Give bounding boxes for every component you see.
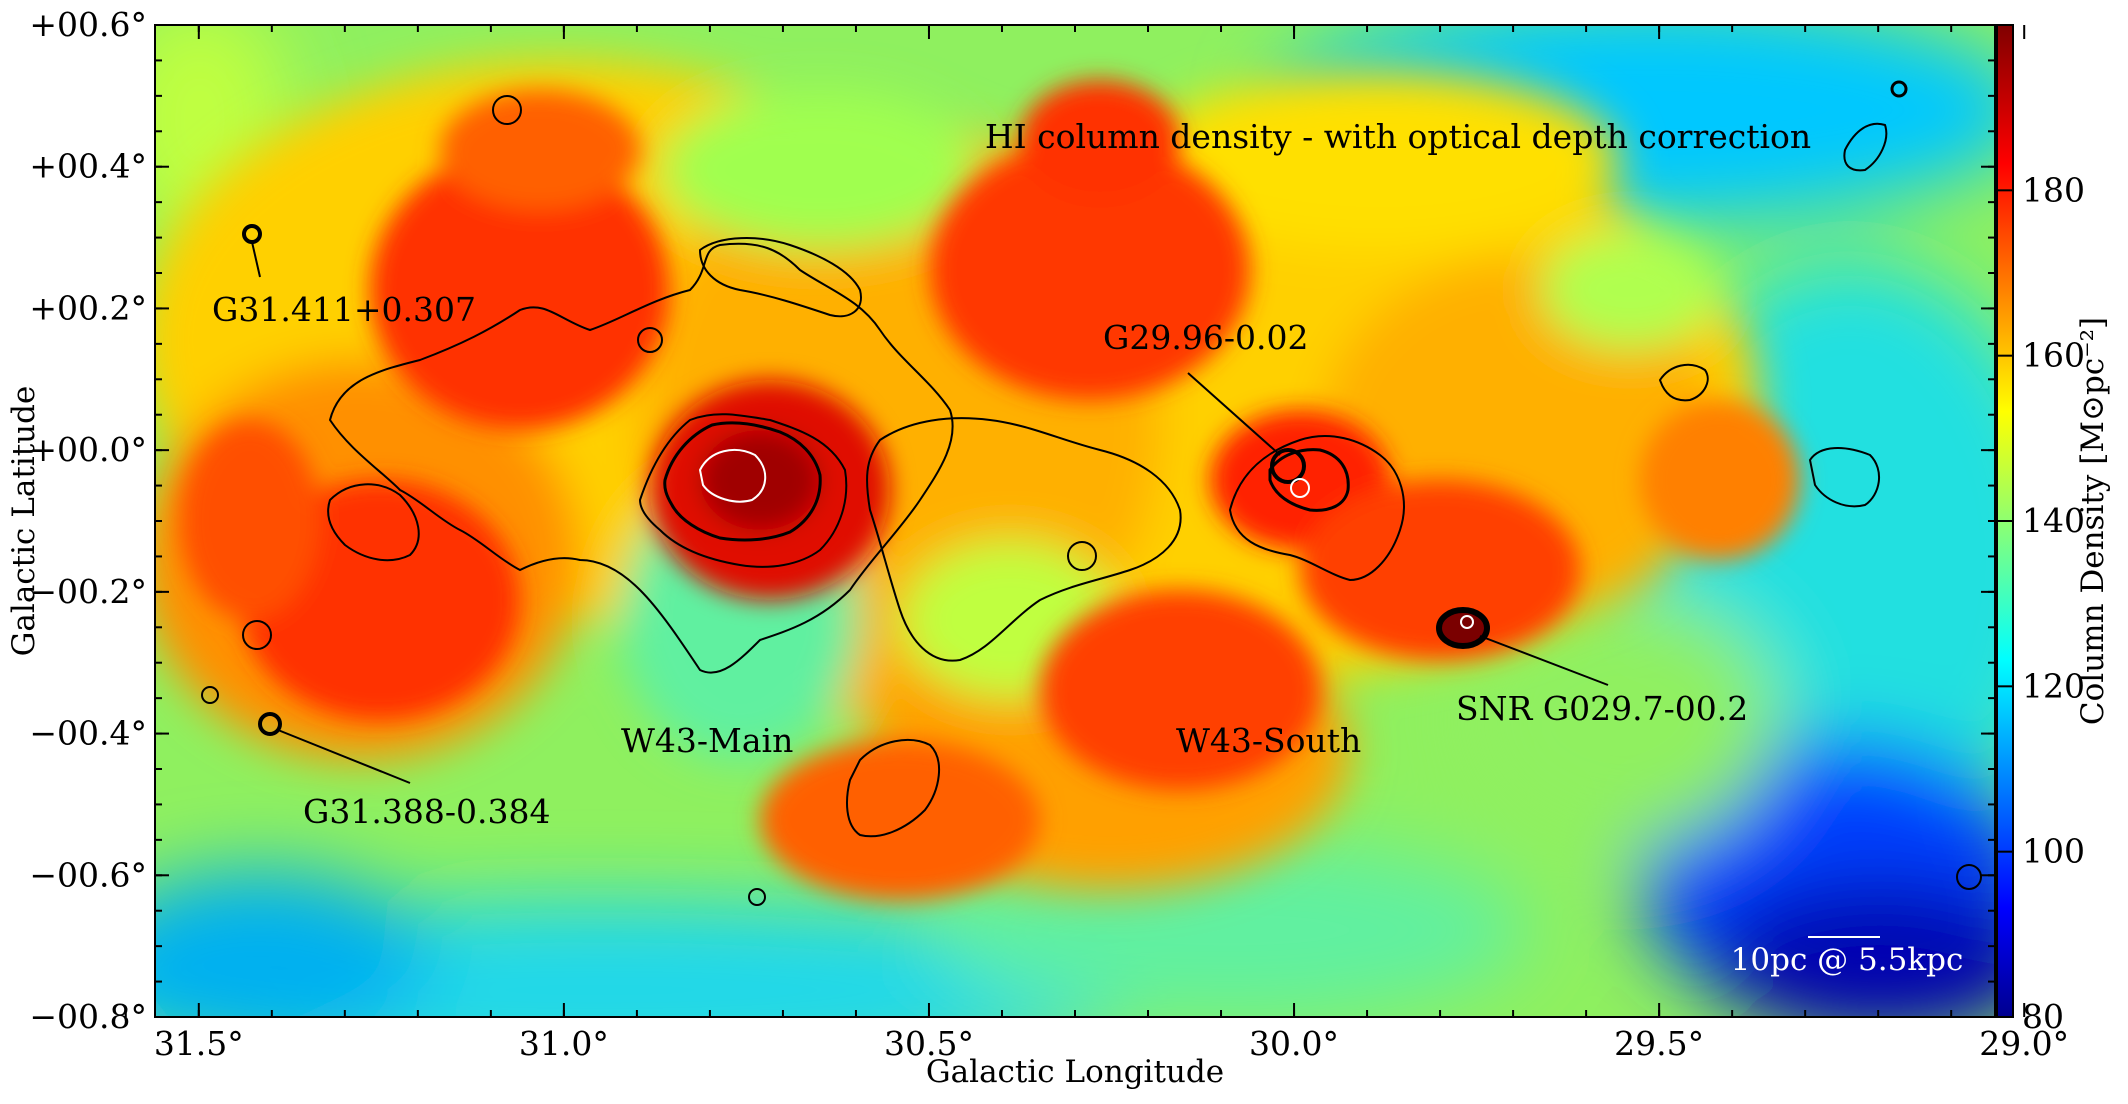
label-snr: SNR G029.7-00.2	[1456, 689, 1748, 728]
y-tick-label: +00.0°	[29, 430, 147, 469]
contour-w-knot	[201, 686, 219, 704]
white-contour-snr	[1460, 615, 1474, 629]
label-w43-south: W43-South	[1176, 721, 1361, 760]
contour-n-knot	[637, 327, 663, 353]
y-tick-label: −00.4°	[29, 714, 147, 753]
colorbar-tick-label: 140	[2022, 501, 2085, 540]
leader-g31-411	[251, 241, 261, 278]
label-g31-388: G31.388-0.384	[303, 792, 550, 831]
contour-east-ring	[1808, 447, 1881, 508]
contour-w43-main-mid	[638, 413, 848, 568]
colorbar-title: Column Density [M⊙pc⁻²]	[2075, 317, 2111, 725]
leader-snr	[1479, 635, 1609, 686]
x-tick-label: 30.0°	[1249, 1024, 1339, 1063]
contour-w43-south-inner	[1268, 448, 1350, 512]
y-tick-label: −00.2°	[29, 572, 147, 611]
contour-g31-388	[258, 712, 282, 736]
column-density-map	[155, 25, 1995, 1017]
contour-ne-knot	[1890, 80, 1908, 98]
scale-bar-label: 10pc @ 5.5kpc	[1731, 942, 1964, 978]
y-tick-label: +00.2°	[29, 288, 147, 327]
colorbar-tick-label: 100	[2022, 832, 2085, 871]
x-tick-labels: 31.5° 31.0° 30.5° 30.0° 29.5° 29.0°	[154, 1024, 2069, 1063]
contour-se-knot	[748, 888, 766, 906]
white-contour-w43-main	[698, 449, 767, 503]
contour-w43-main-outer	[328, 242, 954, 674]
label-w43-main: W43-Main	[621, 721, 793, 760]
contour-central-band	[866, 417, 1182, 662]
colorbar-tick-label: 180	[2022, 170, 2085, 209]
colorbar-tick-label: 80	[2022, 997, 2064, 1036]
label-g31-411: G31.411+0.307	[212, 290, 476, 329]
contour-nw-knot	[492, 95, 522, 125]
y-tick-label: +00.6°	[29, 5, 147, 44]
contour-mid-knot	[1067, 541, 1097, 571]
colorbar-ticks: 80 100 120 140 160 180	[1997, 170, 2085, 1036]
y-tick-label: +00.4°	[29, 147, 147, 186]
y-tick-label: −00.6°	[29, 855, 147, 894]
contour-e-knot	[1956, 864, 1982, 890]
contour-w43-south-outer	[1228, 434, 1405, 582]
axis-ticks	[124, 24, 2026, 1018]
x-tick-label: 29.5°	[1614, 1024, 1704, 1063]
colorbar-tick-label: 120	[2022, 666, 2085, 705]
x-axis-title: Galactic Longitude	[926, 1054, 1224, 1090]
source-annotations: G31.411+0.307 G29.96-0.02 SNR G029.7-00.…	[212, 241, 1748, 831]
x-tick-label: 31.0°	[519, 1024, 609, 1063]
map-peak-layer	[180, 80, 1800, 900]
y-tick-label: −00.8°	[29, 997, 147, 1036]
x-tick-label: 30.5°	[884, 1024, 974, 1063]
y-axis-title: Galactic Latitude	[6, 386, 42, 657]
contour-g29-96	[1270, 448, 1306, 484]
x-tick-label: 29.0°	[1979, 1024, 2069, 1063]
colorbar-tick-label: 160	[2022, 336, 2085, 375]
figure-title: HI column density - with optical depth c…	[985, 117, 1811, 156]
white-contours	[698, 449, 1474, 629]
contour-lines	[201, 80, 1982, 906]
y-tick-labels: +00.6° +00.4° +00.2° +00.0° −00.2° −00.4° −00.…	[29, 5, 147, 1036]
contour-ne-arc	[1843, 122, 1888, 172]
leader-g31-388	[277, 729, 411, 784]
contour-south-lobe	[846, 739, 941, 838]
label-g29-96: G29.96-0.02	[1103, 318, 1308, 357]
white-contour-w43-south	[1290, 478, 1310, 498]
contour-north-filament	[698, 237, 862, 318]
x-tick-label: 31.5°	[154, 1024, 244, 1063]
contour-sw-knot	[242, 620, 272, 650]
contour-w43-main-inner	[663, 421, 822, 542]
contour-east-clump	[1658, 363, 1709, 402]
contour-west-cloud	[327, 483, 420, 562]
leader-g29-96	[1187, 372, 1281, 456]
contour-snr	[1436, 607, 1490, 649]
